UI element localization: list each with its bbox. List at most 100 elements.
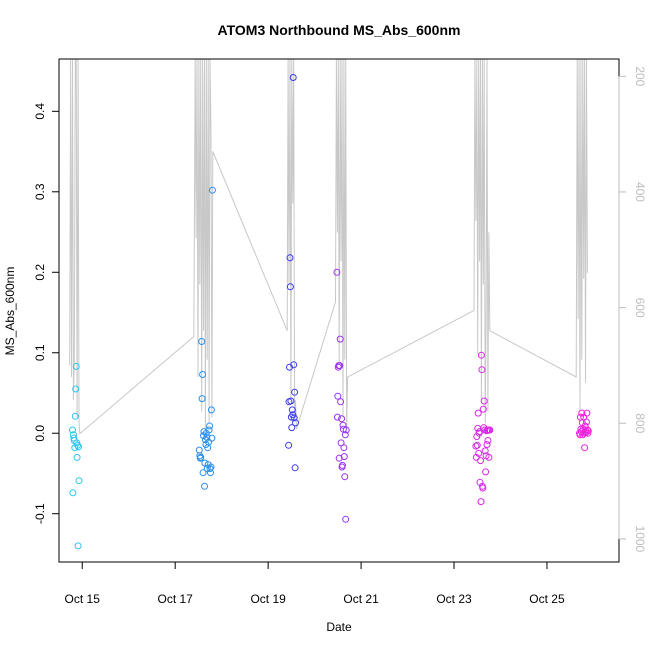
pressure-line <box>69 58 588 435</box>
x-tick-label: Oct 17 <box>158 592 194 606</box>
y-tick-label: -0.1 <box>33 503 47 524</box>
data-point <box>199 371 207 378</box>
data-point <box>75 477 83 485</box>
data-point <box>206 422 214 430</box>
data-point <box>336 335 344 343</box>
data-point <box>70 437 78 444</box>
data-point <box>341 473 349 481</box>
data-point <box>72 385 80 393</box>
data-point <box>333 268 341 276</box>
data-point <box>583 418 590 426</box>
data-point <box>291 464 299 472</box>
right-tick-label: 400 <box>633 182 647 202</box>
data-point <box>201 482 208 490</box>
data-point <box>474 409 482 417</box>
series-4 <box>333 268 350 523</box>
data-point <box>472 442 480 450</box>
x-tick-label: Oct 25 <box>529 592 565 606</box>
y-tick-label: 0.2 <box>33 264 47 281</box>
data-point <box>339 461 346 469</box>
y-axis-label: MS_Abs_600nm <box>3 267 17 356</box>
x-tick-label: Oct 19 <box>250 592 286 606</box>
data-point <box>286 254 294 262</box>
data-point <box>584 427 592 435</box>
x-tick-label: Oct 15 <box>65 592 101 606</box>
y-tick-label: 0.1 <box>33 344 47 361</box>
data-point <box>203 433 211 441</box>
data-point <box>482 468 490 476</box>
data-point <box>337 398 345 406</box>
data-point <box>340 444 348 452</box>
data-point <box>473 441 481 449</box>
data-point <box>288 424 296 432</box>
right-tick-label: 600 <box>633 298 647 318</box>
data-point <box>290 414 298 422</box>
data-point <box>583 409 591 417</box>
data-point <box>208 186 216 194</box>
data-point <box>74 542 82 550</box>
right-tick-label: 200 <box>633 66 647 86</box>
data-point <box>207 406 215 414</box>
data-point <box>288 406 296 414</box>
data-point <box>71 412 79 420</box>
data-point <box>342 426 350 434</box>
data-point <box>207 469 214 477</box>
data-point <box>480 397 488 405</box>
data-point <box>205 426 213 434</box>
series-5 <box>472 351 494 506</box>
data-point <box>342 515 350 523</box>
data-point <box>478 366 486 374</box>
data-point <box>583 426 591 434</box>
right-y-axis: 200 400 600 800 1000 <box>618 66 647 553</box>
data-point <box>479 405 487 413</box>
x-axis: Oct 15 Oct 17 Oct 19 Oct 21 Oct 23 Oct 25 <box>65 561 565 606</box>
data-point <box>197 453 205 461</box>
data-point <box>75 443 82 451</box>
data-point <box>291 388 299 396</box>
y-axis: -0.1 0.0 0.1 0.2 0.3 0.4 <box>33 103 60 524</box>
x-axis-label: Date <box>326 620 352 634</box>
data-point <box>485 453 493 461</box>
data-point <box>486 426 494 434</box>
data-point <box>72 362 80 370</box>
data-point <box>341 431 349 439</box>
y-tick-label: 0.3 <box>33 183 47 200</box>
data-point <box>292 419 299 427</box>
data-point <box>289 411 297 419</box>
data-point <box>481 447 489 455</box>
data-point <box>581 422 589 430</box>
data-point <box>69 426 76 434</box>
data-point <box>195 446 203 454</box>
x-tick-label: Oct 23 <box>436 592 472 606</box>
data-point <box>479 484 487 492</box>
data-point <box>207 463 215 471</box>
x-tick-label: Oct 21 <box>343 592 379 606</box>
data-point <box>334 392 342 400</box>
data-point <box>287 397 295 405</box>
data-point <box>286 283 294 291</box>
data-point <box>477 498 485 506</box>
data-point <box>581 444 589 452</box>
data-point <box>484 437 492 444</box>
scatter-points-layer <box>69 74 592 550</box>
data-point <box>338 415 346 423</box>
right-tick-label: 1000 <box>633 526 647 553</box>
data-point <box>339 421 347 429</box>
data-point <box>333 413 341 421</box>
right-tick-label: 800 <box>633 413 647 433</box>
pressure-line-layer <box>69 58 588 435</box>
data-point <box>206 465 214 473</box>
data-point <box>290 361 298 369</box>
series-6 <box>576 409 592 452</box>
data-point <box>483 441 491 448</box>
data-point <box>578 409 586 417</box>
data-point <box>336 362 344 370</box>
data-point <box>340 453 348 461</box>
data-point <box>69 489 77 497</box>
data-point <box>199 469 207 477</box>
data-point <box>73 453 81 461</box>
series-3 <box>285 74 299 472</box>
data-point <box>477 457 484 465</box>
data-point <box>285 441 293 449</box>
y-tick-label: 0.4 <box>33 103 47 120</box>
